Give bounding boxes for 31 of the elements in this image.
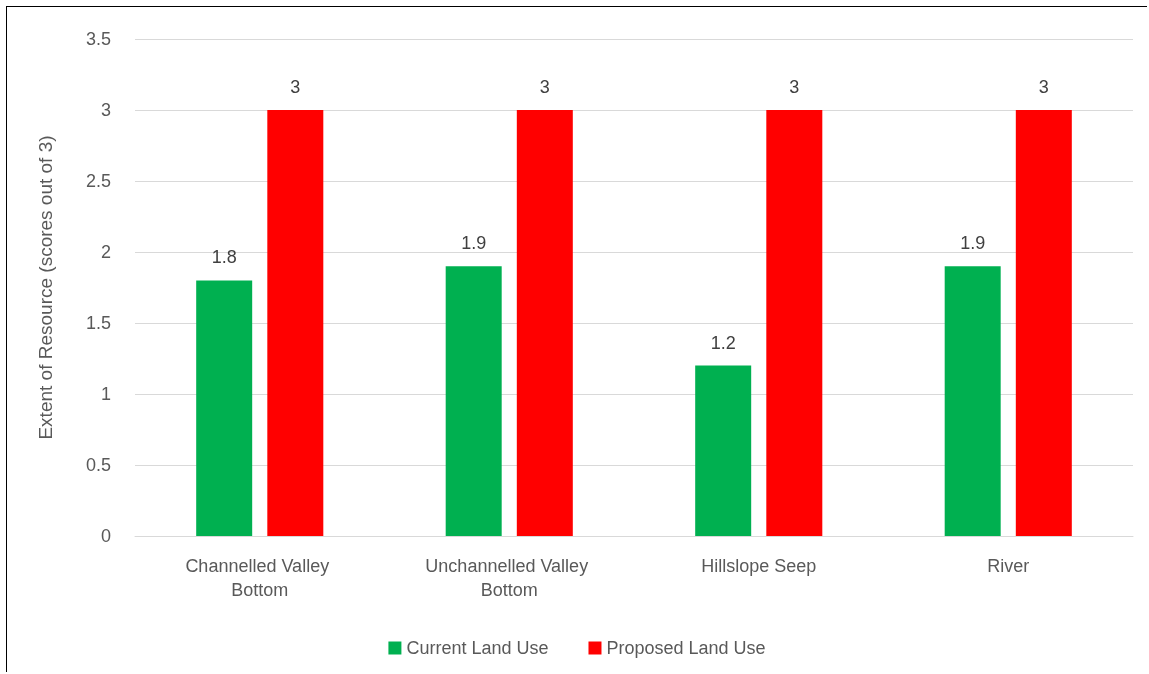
data-label: 3 <box>789 77 800 97</box>
data-label: 1.8 <box>211 247 237 268</box>
bar <box>267 110 324 536</box>
bar <box>766 110 823 536</box>
y-tick-label: 1 <box>100 384 111 404</box>
bar <box>516 110 573 536</box>
y-tick-label: 0 <box>100 526 111 546</box>
y-tick-label: 0.5 <box>85 455 111 475</box>
bar <box>1015 110 1072 536</box>
legend-label: Proposed Land Use <box>606 638 766 658</box>
y-axis-title: Extent of Resource (scores out of 3) <box>35 135 56 440</box>
x-tick-label: Channelled Valley Bottom <box>185 556 335 600</box>
y-tick-label: 1.5 <box>85 313 111 333</box>
x-tick-label: Unchannelled Valley Bottom <box>425 556 594 600</box>
y-tick-label: 2.5 <box>85 171 111 191</box>
x-tick-label: River <box>987 556 1030 576</box>
data-label: 3 <box>290 77 301 97</box>
bar <box>196 280 253 536</box>
data-label: 1.2 <box>710 332 736 353</box>
data-label: 3 <box>539 77 550 97</box>
y-tick-label: 3.5 <box>85 29 111 49</box>
data-label: 3 <box>1038 77 1049 97</box>
legend-label: Current Land Use <box>406 638 549 658</box>
bar <box>944 266 1001 536</box>
data-label: 1.9 <box>960 233 986 254</box>
x-tick-label: Hillslope Seep <box>701 556 817 576</box>
bar <box>695 365 752 536</box>
y-tick-label: 3 <box>100 100 111 120</box>
data-label: 1.9 <box>461 233 487 254</box>
bar <box>445 266 502 536</box>
y-tick-label: 2 <box>100 242 111 262</box>
